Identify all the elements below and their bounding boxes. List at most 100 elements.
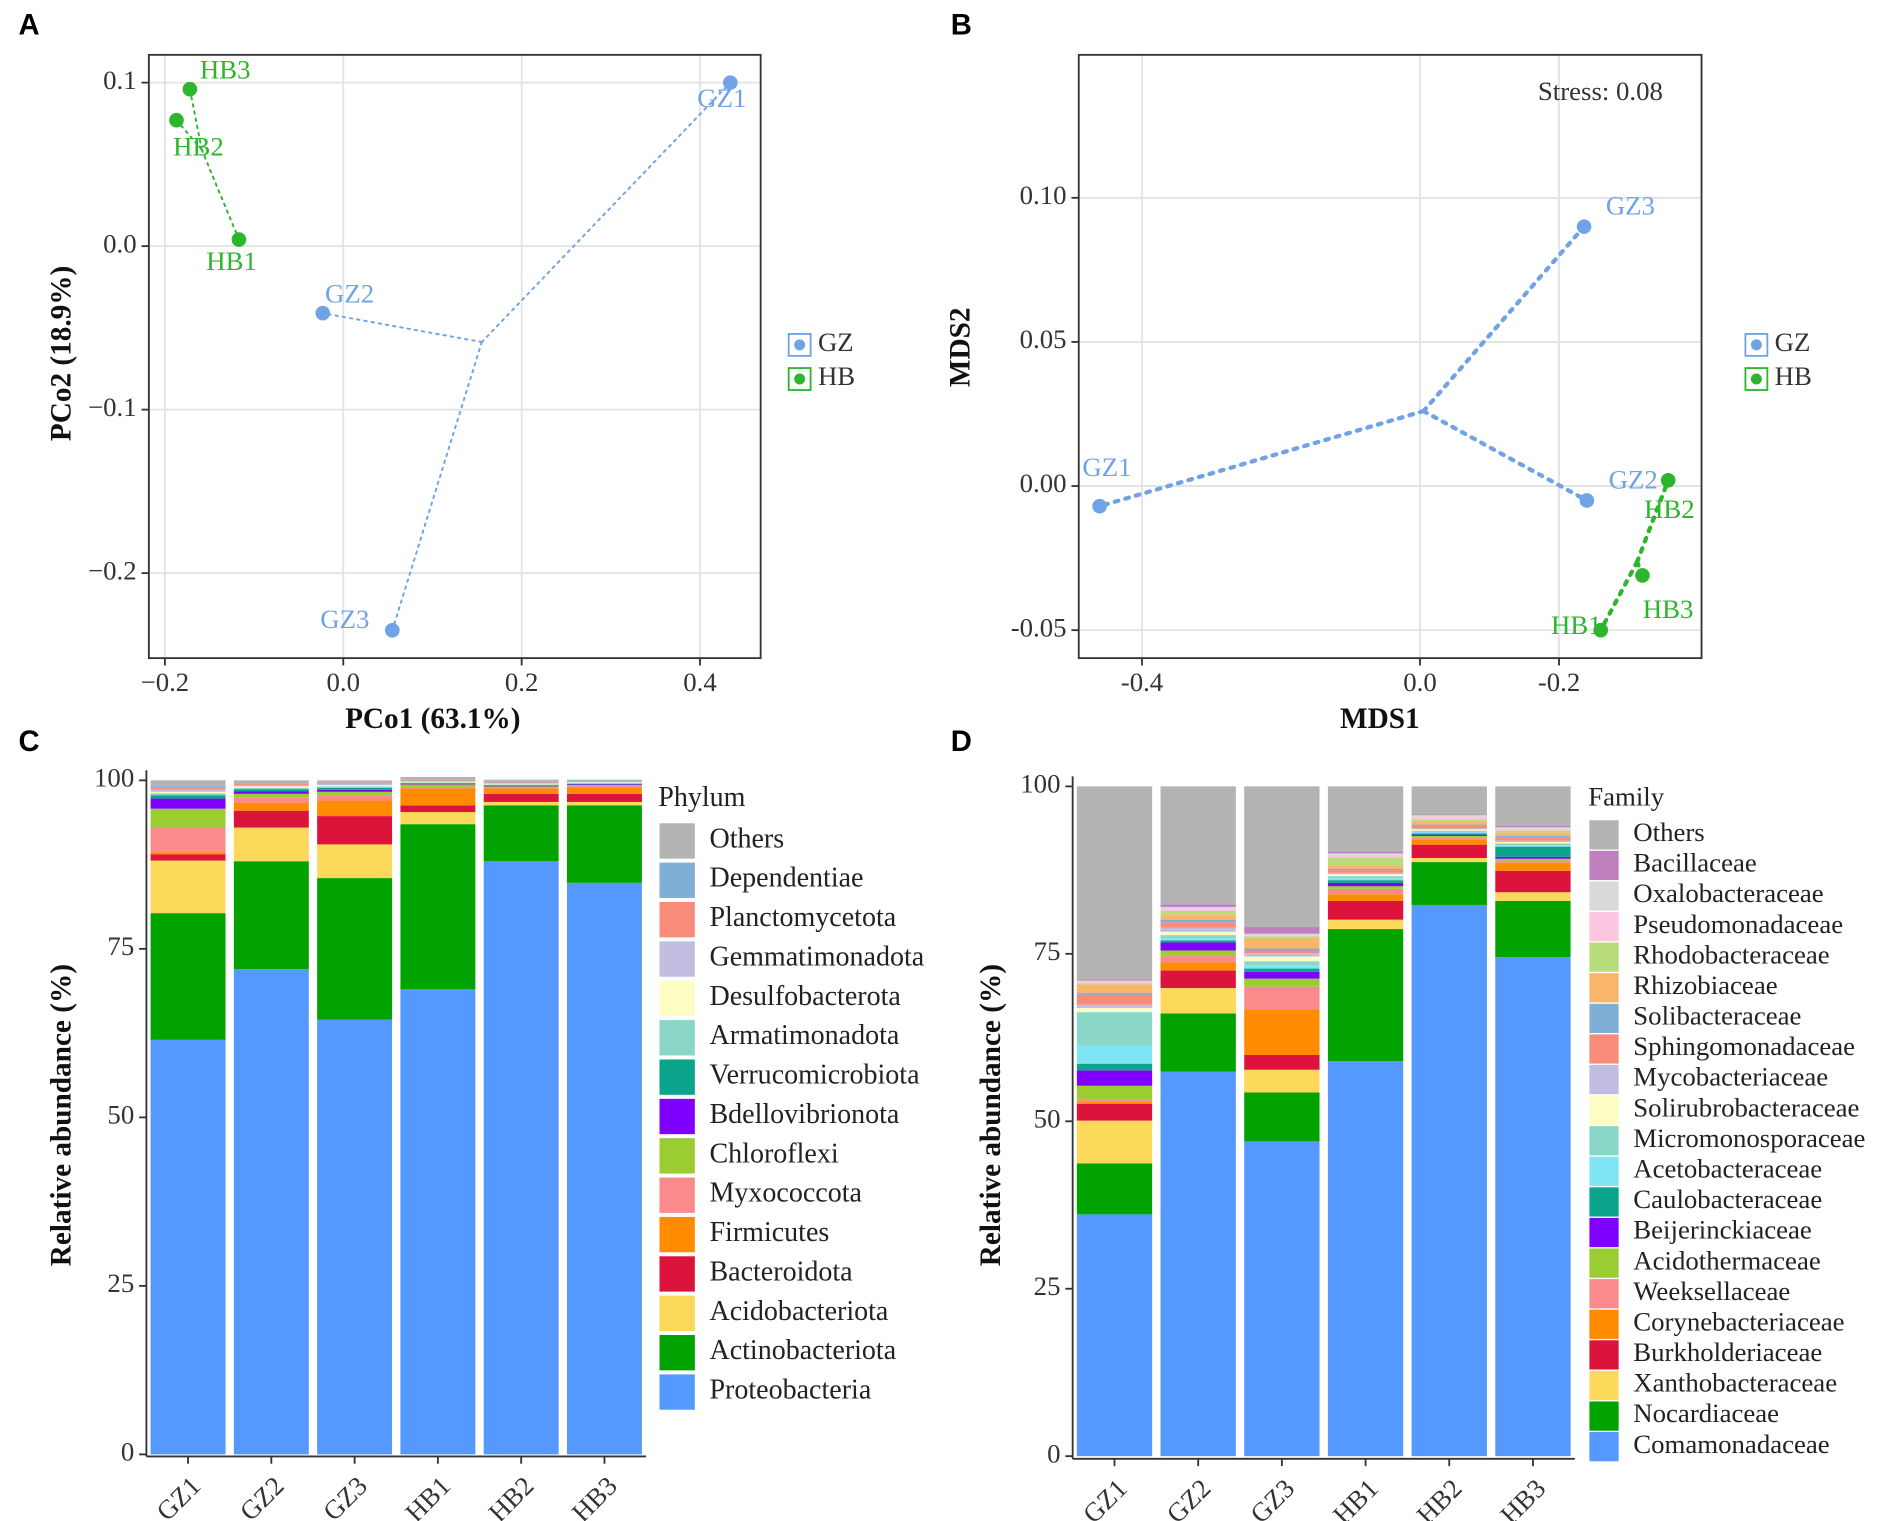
bar-segment	[1327, 851, 1404, 854]
legend-label: Bacillaceae	[1633, 848, 1756, 878]
bar-segment	[1076, 984, 1153, 993]
bar-segment	[1160, 935, 1236, 939]
bar-segment	[566, 787, 642, 794]
bar-segment	[1327, 853, 1404, 856]
bar-segment	[1244, 956, 1320, 962]
legend-label: Armatimonadota	[709, 1020, 899, 1051]
x-tick-label: -0.2	[1538, 667, 1580, 697]
legend-swatch	[1589, 1432, 1619, 1462]
bar-segment	[400, 782, 476, 784]
bar-segment	[1495, 840, 1571, 842]
legend-swatch	[1589, 1156, 1619, 1186]
bar-segment	[400, 784, 476, 788]
bar-segment	[233, 783, 309, 786]
legend-label: Desulfobacterota	[709, 981, 901, 1012]
bar-segment	[1411, 821, 1487, 825]
bar-segment	[400, 780, 476, 782]
y-tick-label: 75	[107, 931, 134, 961]
bar-segment	[1160, 955, 1236, 963]
bar-segment	[150, 798, 226, 809]
legend-swatch	[1589, 1340, 1619, 1370]
bar-segment	[483, 784, 559, 786]
bar-segment	[1160, 927, 1236, 932]
bar-segment	[1411, 816, 1487, 820]
bar-segment	[317, 787, 393, 790]
bar-segment	[566, 784, 642, 786]
bar-segment	[1244, 948, 1320, 951]
legend-swatch	[659, 1256, 695, 1292]
bar-segment	[1495, 786, 1571, 826]
bar-segment	[1076, 1045, 1153, 1064]
legend-label: Micromonosporaceae	[1633, 1123, 1865, 1153]
bar-segment	[150, 787, 226, 790]
point	[169, 112, 184, 128]
bar-segment	[233, 791, 309, 794]
centroid-line	[1097, 408, 1426, 509]
legend-swatch	[659, 1295, 695, 1331]
bar-segment	[1411, 833, 1487, 835]
bar-segment	[1327, 865, 1404, 869]
legend-label: HB	[818, 361, 855, 391]
bar-segment	[1495, 862, 1571, 871]
bar-segment	[1327, 919, 1404, 930]
bar-segment	[1327, 870, 1404, 873]
bar-segment	[150, 789, 226, 792]
bar-segment	[566, 882, 642, 1455]
bar-segment	[1495, 837, 1571, 841]
bar-segment	[317, 780, 393, 782]
bar-segment	[1160, 970, 1236, 988]
bar-segment	[233, 786, 309, 788]
bar-segment	[233, 783, 309, 784]
y-tick-label: 0.05	[1020, 324, 1067, 354]
point-label: GZ2	[1609, 464, 1658, 494]
bar-segment	[1411, 834, 1487, 836]
bar-segment	[483, 782, 559, 784]
legend-label: Bdellovibrionota	[709, 1099, 899, 1130]
legend-swatch	[1589, 973, 1619, 1003]
point	[1593, 622, 1609, 638]
centroid-line	[391, 341, 483, 632]
bar-segment	[400, 781, 476, 782]
bar-segment	[1160, 922, 1236, 928]
point-label: HB3	[200, 54, 251, 84]
x-tick-label: GZ3	[1244, 1473, 1300, 1521]
legend-label: Beijerinckiaceae	[1633, 1215, 1812, 1245]
bar-segment	[1411, 825, 1487, 829]
bar-segment	[233, 793, 309, 798]
annotation: Stress: 0.08	[1538, 76, 1663, 106]
bar-segment	[1160, 942, 1236, 951]
point-label: HB2	[1644, 494, 1695, 524]
bar-segment	[400, 788, 476, 806]
panel-label: A	[18, 10, 39, 42]
legend-swatch	[659, 862, 695, 898]
point	[723, 75, 738, 90]
bar-segment	[400, 783, 476, 785]
legend-swatch	[1589, 1095, 1619, 1125]
y-tick-label: 0	[121, 1437, 134, 1467]
legend-swatch	[1589, 1187, 1619, 1217]
bar-segment	[566, 805, 642, 883]
legend-label: Acidothermaceae	[1633, 1245, 1820, 1275]
x-tick-label: GZ3	[317, 1471, 373, 1521]
bar-segment	[233, 827, 309, 862]
bar-segment	[483, 793, 559, 802]
bar-segment	[317, 1019, 393, 1455]
legend-swatch	[1589, 911, 1619, 942]
point-label: GZ3	[1606, 191, 1655, 221]
bar-segment	[1160, 962, 1236, 971]
x-tick-label: GZ1	[150, 1471, 206, 1521]
y-tick-label: 0.1	[103, 65, 137, 95]
bar-segment	[1327, 886, 1404, 889]
bar-segment	[400, 989, 476, 1455]
legend-swatch	[1589, 850, 1619, 881]
legend-dot	[1750, 339, 1762, 351]
point	[1660, 472, 1676, 488]
legend-swatch	[1589, 820, 1619, 850]
bar-segment	[1076, 1214, 1153, 1457]
bar-segment	[1160, 1013, 1236, 1072]
bar-segment	[1327, 882, 1404, 887]
bar-segment	[1160, 1071, 1236, 1457]
bar-segment	[317, 795, 393, 801]
bar-segment	[1076, 1070, 1153, 1086]
bar-segment	[1076, 1103, 1153, 1121]
